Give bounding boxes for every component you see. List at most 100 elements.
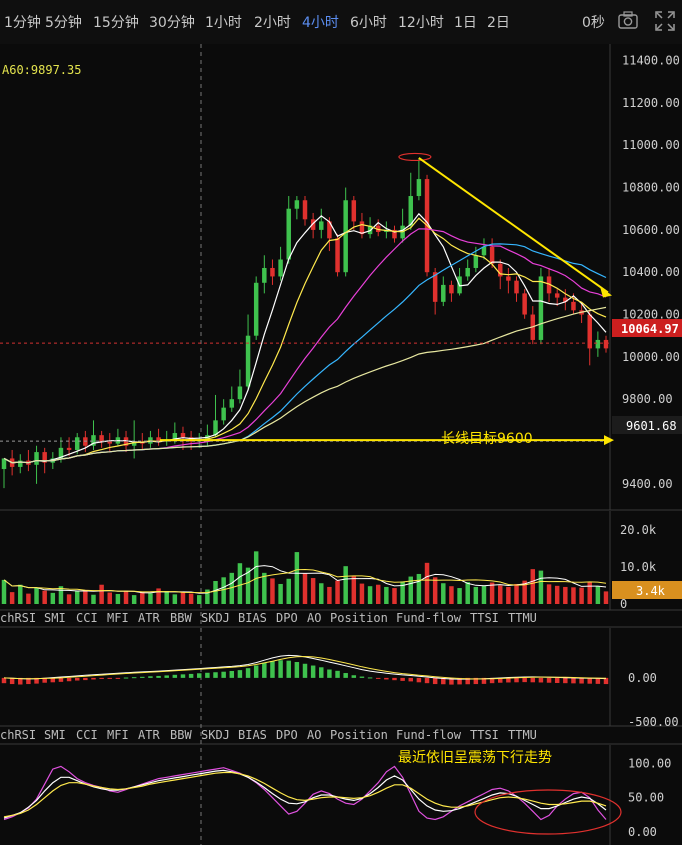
histogram-bar	[319, 667, 324, 678]
oscillator-line-1	[3, 769, 607, 819]
candle-body	[262, 267, 267, 283]
histogram-panel	[1, 654, 609, 685]
timeframe-9[interactable]: 1日	[454, 15, 477, 31]
candle-body	[587, 314, 592, 349]
volume-bar	[26, 593, 31, 604]
timeframe-6[interactable]: 4小时	[302, 15, 339, 31]
candle-body	[351, 200, 357, 222]
indicator-tab-2[interactable]: CCI	[76, 728, 98, 742]
volume-bar	[367, 586, 373, 604]
volume-bar	[522, 580, 527, 604]
indicator-tab-10[interactable]: Position	[330, 611, 388, 625]
histogram-bar	[498, 677, 503, 683]
annotation-layer	[0, 152, 622, 835]
indicator-tab-13[interactable]: TTMU	[508, 611, 537, 625]
indicator-tab-9[interactable]: AO	[307, 611, 321, 625]
volume-current-label: 3.4k	[636, 584, 666, 598]
camera-icon[interactable]	[618, 11, 638, 29]
histogram-bar	[400, 677, 405, 681]
ma60-readout: A60:9897.35	[2, 63, 81, 77]
range-highlight-ellipse	[474, 789, 622, 835]
indicator-tab-0[interactable]: chRSI	[0, 611, 36, 625]
indicator-tab-4[interactable]: ATR	[138, 611, 160, 625]
indicator-tab-7[interactable]: BIAS	[238, 728, 267, 742]
volume-bar	[205, 589, 210, 604]
timeframe-7[interactable]: 6小时	[350, 15, 387, 31]
histogram-bar	[83, 677, 88, 681]
volume-bar	[514, 583, 519, 604]
candle-body	[408, 196, 413, 226]
indicator-tab-3[interactable]: MFI	[107, 611, 129, 625]
candle-body	[229, 399, 235, 408]
indicator-tab-3[interactable]: MFI	[107, 728, 129, 742]
timeframe-4[interactable]: 1小时	[205, 15, 242, 31]
price-tick-label: 11400.00	[622, 54, 680, 68]
volume-bar	[286, 578, 291, 604]
candle-body	[253, 282, 259, 336]
oscillator-panel	[3, 765, 607, 821]
histogram-bar	[546, 677, 552, 683]
histogram-bar	[530, 677, 536, 683]
indicator-tab-0[interactable]: chRSI	[0, 728, 36, 742]
indicator-tab-5[interactable]: BBW	[170, 728, 192, 742]
histogram-bar	[432, 677, 438, 685]
volume-bar	[343, 566, 348, 604]
indicator-tab-9[interactable]: AO	[307, 728, 321, 742]
indicator-tab-4[interactable]: ATR	[138, 728, 160, 742]
indicator-tab-6[interactable]: SKDJ	[201, 728, 230, 742]
indicator-tab-5[interactable]: BBW	[170, 611, 192, 625]
volume-bar	[351, 575, 357, 604]
timeframe-5[interactable]: 2小时	[254, 15, 291, 31]
volume-bar	[587, 582, 592, 604]
indicator-tab-1[interactable]: SMI	[44, 611, 66, 625]
histogram-bar	[253, 665, 259, 678]
indicator-tab-8[interactable]: DPO	[276, 611, 298, 625]
indicator-tab-6[interactable]: SKDJ	[201, 611, 230, 625]
timeframe-10[interactable]: 2日	[487, 15, 510, 31]
indicator-tab-7[interactable]: BIAS	[238, 611, 267, 625]
indicator-tabs-bottom: chRSI SMI CCI MFI ATR BBW SKDJ BIAS DPO AO Positio…	[0, 728, 537, 742]
target-price-badge	[612, 416, 682, 434]
timeframe-2[interactable]: 15分钟	[93, 15, 139, 31]
indicator-tab-1[interactable]: SMI	[44, 728, 66, 742]
histogram-bar	[26, 677, 31, 685]
indicator-tab-13[interactable]: TTMU	[508, 728, 537, 742]
candle-body	[514, 280, 519, 294]
histogram-bar	[237, 670, 243, 678]
indicator-tab-11[interactable]: Fund-flow	[396, 728, 462, 742]
indicator-tab-12[interactable]: TTSI	[470, 728, 499, 742]
histogram-bar	[571, 677, 576, 684]
histogram-bar	[1, 677, 7, 684]
histogram-bar	[140, 676, 145, 678]
volume-bar	[18, 584, 23, 604]
trend-arrow-head	[600, 286, 612, 298]
histogram-bar	[359, 676, 365, 678]
candle-body	[449, 284, 454, 294]
volume-bar	[278, 583, 283, 604]
histogram-bar	[424, 677, 430, 684]
fullscreen-icon[interactable]	[655, 11, 675, 31]
histogram-bar	[245, 668, 251, 678]
timeframe-1[interactable]: 5分钟	[45, 15, 82, 31]
volume-bar	[197, 595, 202, 604]
timeframe-3[interactable]: 30分钟	[149, 15, 195, 31]
histogram-bar	[42, 677, 47, 683]
volume-bar	[237, 563, 243, 604]
candle-body	[286, 208, 291, 260]
price-tick-label: 11200.00	[622, 96, 680, 110]
indicator-tab-12[interactable]: TTSI	[470, 611, 499, 625]
indicator-tab-10[interactable]: Position	[330, 728, 388, 742]
histogram-bar	[205, 672, 210, 678]
histogram-bar	[603, 677, 609, 685]
volume-bar	[327, 586, 332, 604]
countdown-label: 0秒	[582, 15, 605, 31]
volume-bar	[595, 586, 601, 604]
candle-body	[319, 221, 324, 230]
timeframe-toolbar: 1分钟 5分钟 15分钟 30分钟 1小时 2小时 4小时 6小时 12小时 1日 2日 0秒	[0, 0, 682, 44]
indicator-tab-2[interactable]: CCI	[76, 611, 98, 625]
indicator-tab-8[interactable]: DPO	[276, 728, 298, 742]
timeframe-0[interactable]: 1分钟	[4, 15, 41, 31]
timeframe-8[interactable]: 12小时	[398, 15, 444, 31]
volume-bar	[424, 562, 430, 604]
indicator-tab-11[interactable]: Fund-flow	[396, 611, 462, 625]
